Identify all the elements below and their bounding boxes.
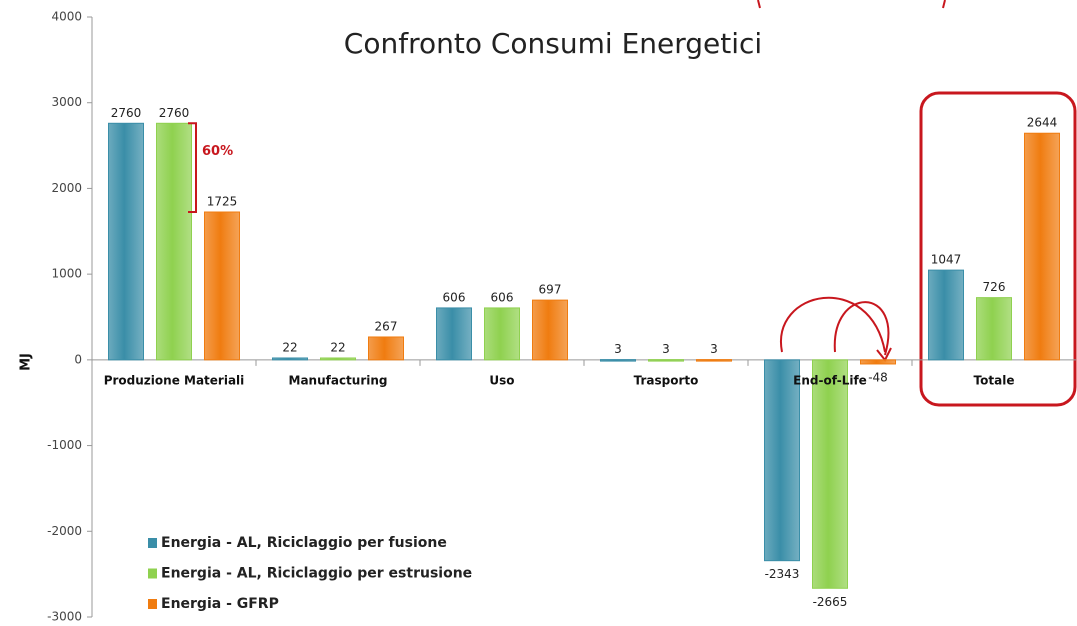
- y-tick-label: 3000: [51, 95, 82, 109]
- data-label: 3: [662, 342, 670, 356]
- bar: [204, 211, 240, 361]
- bar: [532, 299, 568, 361]
- data-label: 606: [443, 290, 466, 304]
- y-tick-label: -2000: [47, 524, 82, 538]
- x-tick-label: Produzione Materiali: [104, 373, 245, 387]
- data-label: 2760: [159, 106, 190, 120]
- bar: [320, 357, 356, 361]
- y-tick-label: 1000: [51, 267, 82, 281]
- data-label: 3: [710, 342, 718, 356]
- y-tick-label: 0: [74, 352, 82, 366]
- bar: [812, 359, 848, 589]
- x-tick-label: Trasporto: [634, 373, 699, 387]
- legend-label: Energia - AL, Riciclaggio per fusione: [161, 535, 447, 551]
- bar: [696, 359, 732, 362]
- data-label: 267: [375, 319, 398, 333]
- y-tick-label: -1000: [47, 438, 82, 452]
- data-label: 3: [614, 342, 622, 356]
- x-tick-label: Totale: [974, 373, 1015, 387]
- data-label: 22: [330, 340, 345, 354]
- y-axis-label: MJ: [19, 353, 34, 371]
- legend-label: Energia - GFRP: [161, 596, 279, 612]
- y-tick-label: 4000: [51, 10, 82, 24]
- bar: [976, 297, 1012, 361]
- bar: [600, 359, 636, 362]
- chart-title: Confronto Consumi Energetici: [344, 27, 762, 60]
- arrow-curve: [833, 301, 890, 356]
- bar: [436, 307, 472, 361]
- bar: [860, 359, 896, 365]
- data-label: 1047: [931, 253, 962, 267]
- bar: [108, 122, 144, 361]
- data-label: 22: [282, 340, 297, 354]
- data-label: 697: [539, 283, 562, 297]
- highlight-box: [919, 91, 1077, 407]
- x-tick-label: Manufacturing: [289, 373, 388, 387]
- arrow-curve: [780, 296, 886, 353]
- bar: [1024, 132, 1060, 361]
- annotation: 60%: [202, 144, 233, 159]
- y-tick-label: -3000: [47, 610, 82, 624]
- x-tick-label: End-of-Life: [793, 373, 867, 387]
- bar: [648, 359, 684, 362]
- y-tick-label: 2000: [51, 181, 82, 195]
- data-label: 2644: [1027, 116, 1058, 130]
- annotation-bracket: [188, 122, 197, 213]
- data-label: -2343: [765, 567, 800, 581]
- legend-swatch: [148, 568, 157, 579]
- data-label: 726: [983, 280, 1006, 294]
- bar: [272, 357, 308, 361]
- bar: [928, 269, 964, 361]
- bar: [484, 307, 520, 361]
- legend-label: Energia - AL, Riciclaggio per estrusione: [161, 566, 472, 582]
- data-label: 606: [491, 290, 514, 304]
- data-label: -48: [868, 370, 888, 384]
- legend-swatch: [148, 538, 157, 548]
- data-label: -2665: [813, 595, 848, 609]
- data-label: 2760: [111, 106, 142, 120]
- bar: [764, 359, 800, 562]
- decoration: [757, 0, 946, 9]
- x-tick-label: Uso: [489, 373, 514, 387]
- bar: [156, 122, 192, 361]
- legend-swatch: [148, 599, 157, 609]
- data-label: 1725: [207, 195, 238, 209]
- bar: [368, 336, 404, 361]
